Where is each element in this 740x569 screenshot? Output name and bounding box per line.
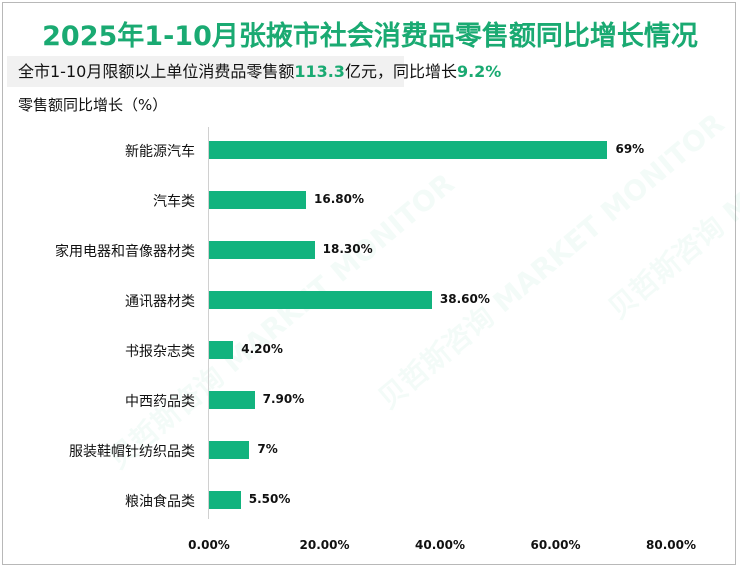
data-label: 7% [257, 442, 278, 456]
data-label: 4.20% [241, 342, 283, 356]
bar [209, 141, 608, 159]
chart-title: 2025年1-10月张掖市社会消费品零售额同比增长情况 [42, 21, 698, 52]
bar [209, 191, 307, 209]
bar [209, 291, 432, 309]
y-axis-label: 零售额同比增长（%） [18, 96, 168, 114]
bar [209, 491, 241, 509]
data-label: 5.50% [248, 492, 291, 506]
category-label: 书报杂志类 [125, 344, 195, 360]
summary-mid: 亿元，同比增长 [344, 62, 457, 81]
x-tick-label: 40.00% [415, 538, 465, 552]
summary-prefix: 全市1-10月限额以上单位消费品零售额 [18, 62, 295, 81]
x-tick-label: 80.00% [646, 538, 696, 552]
category-label: 新能源汽车 [125, 144, 195, 160]
x-tick-label: 60.00% [530, 538, 581, 552]
summary-banner: 全市1-10月限额以上单位消费品零售额113.3亿元，同比增长9.2% [7, 56, 501, 87]
category-label: 通讯器材类 [125, 294, 195, 310]
category-axis-line [208, 127, 209, 519]
data-label: 7.90% [262, 392, 305, 406]
data-label: 69% [615, 142, 645, 156]
x-tick-label: 0.00% [188, 538, 230, 552]
summary-growth: 9.2% [456, 62, 502, 81]
x-tick-label: 20.00% [299, 538, 350, 552]
data-label: 16.80% [314, 192, 364, 206]
data-label: 38.60% [439, 292, 490, 306]
category-label: 中西药品类 [125, 394, 195, 410]
category-label: 服装鞋帽针纺织品类 [69, 444, 195, 460]
data-label: 18.30% [322, 242, 373, 256]
bar [209, 441, 250, 459]
category-label: 家用电器和音像器材类 [55, 244, 195, 260]
category-label: 粮油食品类 [125, 494, 195, 510]
category-label: 汽车类 [153, 194, 195, 210]
bar [209, 341, 234, 359]
summary-amount: 113.3 [294, 62, 345, 81]
bar [209, 391, 255, 409]
bar [209, 241, 315, 259]
